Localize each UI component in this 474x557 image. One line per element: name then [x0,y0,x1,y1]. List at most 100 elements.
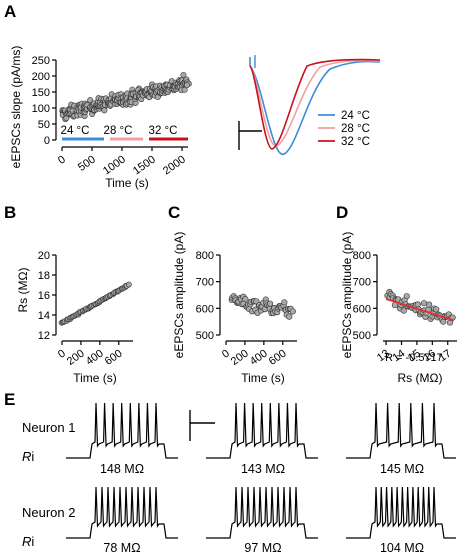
panel-c-ytick-label: 600 [196,303,214,315]
spike-trace-n2-3 [346,486,456,539]
panel-d-ytick-label: 800 [353,250,371,262]
panel-a-ylabel: eEPSCs slope (pA/ms) [9,46,23,169]
panel-a-xtick-label: 1000 [101,154,128,178]
panel-a-points [59,71,192,123]
panel-c-ylabel: eEPSCs amplitude (pA) [172,232,186,359]
panel-letter-e: E [4,390,15,409]
panel-a-point [101,107,108,114]
panel-c-point [242,295,249,303]
legend-label-32: 32 °C [341,136,370,148]
panel-d-point [400,307,407,314]
panel-d-ytick-label: 500 [353,330,371,342]
ri-2-label: Ri [22,534,34,549]
panel-d-ytick-label: 600 [353,303,371,315]
temp-label-28: 28 °C [104,125,133,137]
panel-d-point [420,300,428,307]
panel-c-point [286,313,293,320]
temp-label-32: 32 °C [149,125,178,137]
spike-trace-n1-1 [66,402,178,459]
panel-a-ytick-label: 150 [32,87,50,99]
panel-a-xlabel: Time (s) [105,176,149,190]
panel-a-xtick-label: 0 [56,154,68,167]
panel-b-xlabel: Time (s) [73,371,117,385]
panel-b-ytick-label: 20 [38,250,50,262]
panel-b-points [58,281,132,326]
panel-b-ytick-label: 12 [38,330,50,342]
panel-a-traces: 24 °C 28 °C 32 °C [238,55,381,155]
panel-b-xtick-label: 600 [103,348,125,368]
panel-c-xlabel: Time (s) [241,371,285,385]
spike-trace-n2-2 [206,486,318,539]
panel-letter-d: D [336,203,348,222]
panel-c-xtick-label: 600 [267,348,289,368]
panel-d-point [403,293,410,300]
panel-c-ytick-label: 800 [196,250,214,262]
panel-c: eEPSCs amplitude (pA) Time (s) 500 600 700… [172,232,297,385]
panel-d: eEPSCs amplitude (pA) Rs (MΩ) 500 600 700 8… [340,232,457,385]
legend-label-24: 24 °C [341,110,370,122]
panel-letter-c: C [168,203,180,222]
ri-value-n2-2: 97 MΩ [244,541,281,555]
panel-d-point [433,306,440,313]
panel-d-xtick-label: 16 [421,348,438,365]
ri-value-n2-1: 78 MΩ [103,541,140,555]
panel-d-ylabel: eEPSCs amplitude (pA) [340,232,354,359]
ri-1-label: Ri [22,449,34,464]
ri-value-n1-1: 148 MΩ [100,462,144,476]
panel-a-ytick-label: 200 [32,71,50,83]
trace-24 [249,57,381,155]
panel-d-xtick-label: 14 [390,348,407,365]
panel-a-point [87,97,94,104]
panel-a-xtick-label: 500 [76,154,98,174]
panel-letter-b: B [4,203,16,222]
panel-d-xtick-label: 17 [437,348,454,365]
panel-b-ytick-label: 16 [38,290,50,302]
ri-value-n1-3: 145 MΩ [380,462,424,476]
panel-d-annotation: R = -0.5717 [385,352,443,364]
panel-d-ytick-label: 700 [353,277,371,289]
panel-a-ytick-label: 100 [32,103,50,115]
spike-trace-n1-3 [346,402,456,459]
panel-c-point [281,299,288,306]
panel-d-xlabel: Rs (MΩ) [398,371,443,385]
panel-a-ytick-label: 0 [44,135,50,147]
panel-d-fit-line [385,298,455,322]
panel-c-ytick-label: 500 [196,330,214,342]
panel-a-xtick-label: 2000 [161,154,188,178]
neuron-2-label: Neuron 2 [22,505,75,520]
panel-a-scatter: eEPSCs slope (pA/ms) Time (s) 0 50 100 150 2… [9,46,192,190]
legend-label-28: 28 °C [341,123,370,135]
temp-label-24: 24 °C [61,125,90,137]
panel-c-point [289,308,296,315]
panel-a-point [183,82,190,89]
panel-b-ytick-label: 14 [38,310,50,322]
panel-d-points [384,288,456,326]
ri-value-n2-3: 104 MΩ [380,541,424,555]
trace-32 [249,58,381,150]
ri-value-n1-2: 143 MΩ [241,462,285,476]
panel-c-ytick-label: 700 [196,277,214,289]
panel-e-traces [66,402,456,539]
panel-b-point [125,281,132,288]
spike-trace-n2-1 [66,486,178,539]
panel-e: Neuron 1 Ri Neuron 2 Ri 148 MΩ 143 MΩ 14… [22,402,456,555]
panel-b-ylabel: Rs (MΩ) [16,268,30,313]
panel-d-point [425,301,433,308]
panel-c-points [228,293,296,320]
panel-a-xtick-label: 1500 [131,154,158,178]
trace-28 [249,59,381,147]
panel-a-ytick-label: 50 [38,119,50,131]
panel-c-point [267,300,274,307]
panel-b-xtick-label: 0 [56,348,68,361]
panel-a-ytick-label: 250 [32,55,50,67]
spike-trace-n1-2 [206,402,318,459]
panel-a-axes: 0 50 100 150 200 250 0 500 1000 1500 2000 [32,55,188,177]
panel-d-xtick-label: 15 [406,348,423,365]
panel-letter-a: A [4,2,16,21]
neuron-1-label: Neuron 1 [22,420,75,435]
